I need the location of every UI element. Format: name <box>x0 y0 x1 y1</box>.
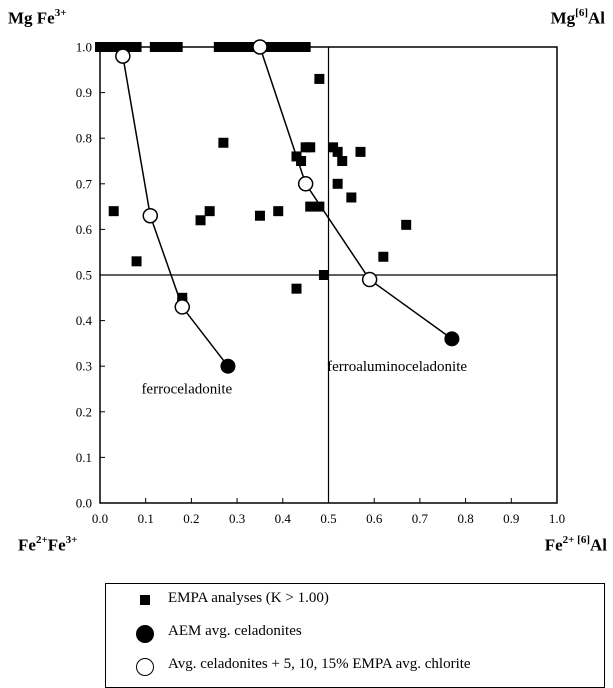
x-tick-label: 0.8 <box>457 511 473 526</box>
x-tick-label: 0.0 <box>92 511 108 526</box>
x-tick-label: 1.0 <box>549 511 565 526</box>
empa-square-point <box>254 210 265 221</box>
empa-square-point <box>401 219 412 230</box>
empa-square-point <box>314 201 325 212</box>
empa-square-point <box>332 146 343 157</box>
empa-square-point <box>108 206 119 217</box>
empa-square-point <box>131 42 142 52</box>
empa-square-point <box>291 283 302 294</box>
empa-square-point <box>264 42 275 52</box>
empa-square-point <box>227 42 238 52</box>
x-tick-label: 0.3 <box>229 511 245 526</box>
legend-item-chlorite: Avg. celadonites + 5, 10, 15% EMPA avg. … <box>106 654 604 676</box>
y-tick-label: 0.5 <box>76 268 92 283</box>
legend-item-empa: EMPA analyses (K > 1.00) <box>106 588 604 610</box>
empa-square-point <box>95 42 105 52</box>
axis-ticks: 0.0 0.1 0.2 0.3 0.4 0.5 0.6 0.7 0.8 0.9 1.0 0.0 0.1 0… <box>76 40 565 527</box>
legend-item-aem: AEM avg. celadonites <box>106 621 604 643</box>
chart-annotations: ferroceladonite ferroaluminoceladonite <box>141 359 467 398</box>
empa-square-point <box>131 256 142 267</box>
x-tick-label: 0.6 <box>366 511 383 526</box>
bottom-left-corner-label: Fe2+Fe3+ <box>18 534 78 555</box>
empa-square-point <box>204 206 215 217</box>
empa-square-point <box>332 178 343 189</box>
y-tick-label: 0.2 <box>76 404 92 419</box>
aem-filled-point <box>444 331 460 347</box>
y-tick-label: 1.0 <box>76 40 92 55</box>
chlorite-open-point <box>361 271 378 288</box>
trend-lines <box>122 46 453 367</box>
empa-square-point <box>154 42 165 52</box>
chart-legend: EMPA analyses (K > 1.00) AEM avg. celado… <box>105 583 605 688</box>
empa-square-point <box>314 73 325 84</box>
y-tick-label: 0.1 <box>76 450 92 465</box>
x-tick-label: 0.7 <box>412 511 429 526</box>
empa-square-point <box>378 251 389 262</box>
top-left-corner-label: Mg Fe3+ <box>8 7 67 28</box>
empa-square-point <box>273 206 284 217</box>
open-circle-icon <box>136 658 154 676</box>
filled-circle-icon <box>136 625 154 643</box>
legend-label: AEM avg. celadonites <box>168 623 302 639</box>
empa-square-point <box>117 42 128 52</box>
empa-square-point <box>318 270 329 280</box>
annotation-label: ferroaluminoceladonite <box>327 359 467 375</box>
empa-square-point <box>277 42 288 52</box>
x-tick-label: 0.4 <box>275 511 292 526</box>
empa-square-point <box>346 192 357 203</box>
empa-square-point <box>195 215 206 226</box>
empa-square-point <box>218 137 229 148</box>
data-points <box>95 39 460 374</box>
filled-square-icon <box>140 595 150 605</box>
chlorite-open-point <box>142 207 159 224</box>
x-tick-label: 0.9 <box>503 511 519 526</box>
chlorite-open-point <box>115 48 131 64</box>
y-tick-label: 0.0 <box>76 496 92 511</box>
y-tick-label: 0.4 <box>76 313 93 328</box>
y-tick-label: 0.8 <box>76 131 92 146</box>
empa-square-point <box>355 146 366 157</box>
trend-line <box>259 46 453 340</box>
y-tick-label: 0.9 <box>76 85 92 100</box>
empa-square-point <box>300 42 311 52</box>
empa-square-point <box>245 42 256 52</box>
annotation-label: ferroceladonite <box>141 382 232 398</box>
empa-square-point <box>163 42 174 52</box>
y-tick-label: 0.3 <box>76 359 92 374</box>
scatter-chart: 0.0 0.1 0.2 0.3 0.4 0.5 0.6 0.7 0.8 0.9 1.0 0.0 0.1 0… <box>76 39 565 527</box>
empa-square-point <box>296 156 307 166</box>
x-tick-label: 0.1 <box>138 511 154 526</box>
empa-square-point <box>305 142 316 153</box>
legend-label: Avg. celadonites + 5, 10, 15% EMPA avg. … <box>168 656 471 672</box>
empa-square-point <box>305 201 316 212</box>
bottom-right-corner-label: Fe2+ [6]Al <box>544 534 607 555</box>
x-tick-label: 0.5 <box>320 511 336 526</box>
chlorite-open-point <box>174 299 191 315</box>
aem-filled-point <box>220 358 236 374</box>
y-tick-label: 0.6 <box>76 222 93 237</box>
trend-line <box>122 55 229 367</box>
top-right-corner-label: Mg[6]Al <box>550 7 605 28</box>
x-tick-label: 0.2 <box>183 511 199 526</box>
chlorite-open-point <box>297 176 314 192</box>
y-tick-label: 0.7 <box>76 176 93 191</box>
chlorite-open-point <box>252 39 268 55</box>
empa-square-point <box>172 42 183 52</box>
legend-label: EMPA analyses (K > 1.00) <box>168 590 329 606</box>
empa-square-point <box>337 156 348 166</box>
